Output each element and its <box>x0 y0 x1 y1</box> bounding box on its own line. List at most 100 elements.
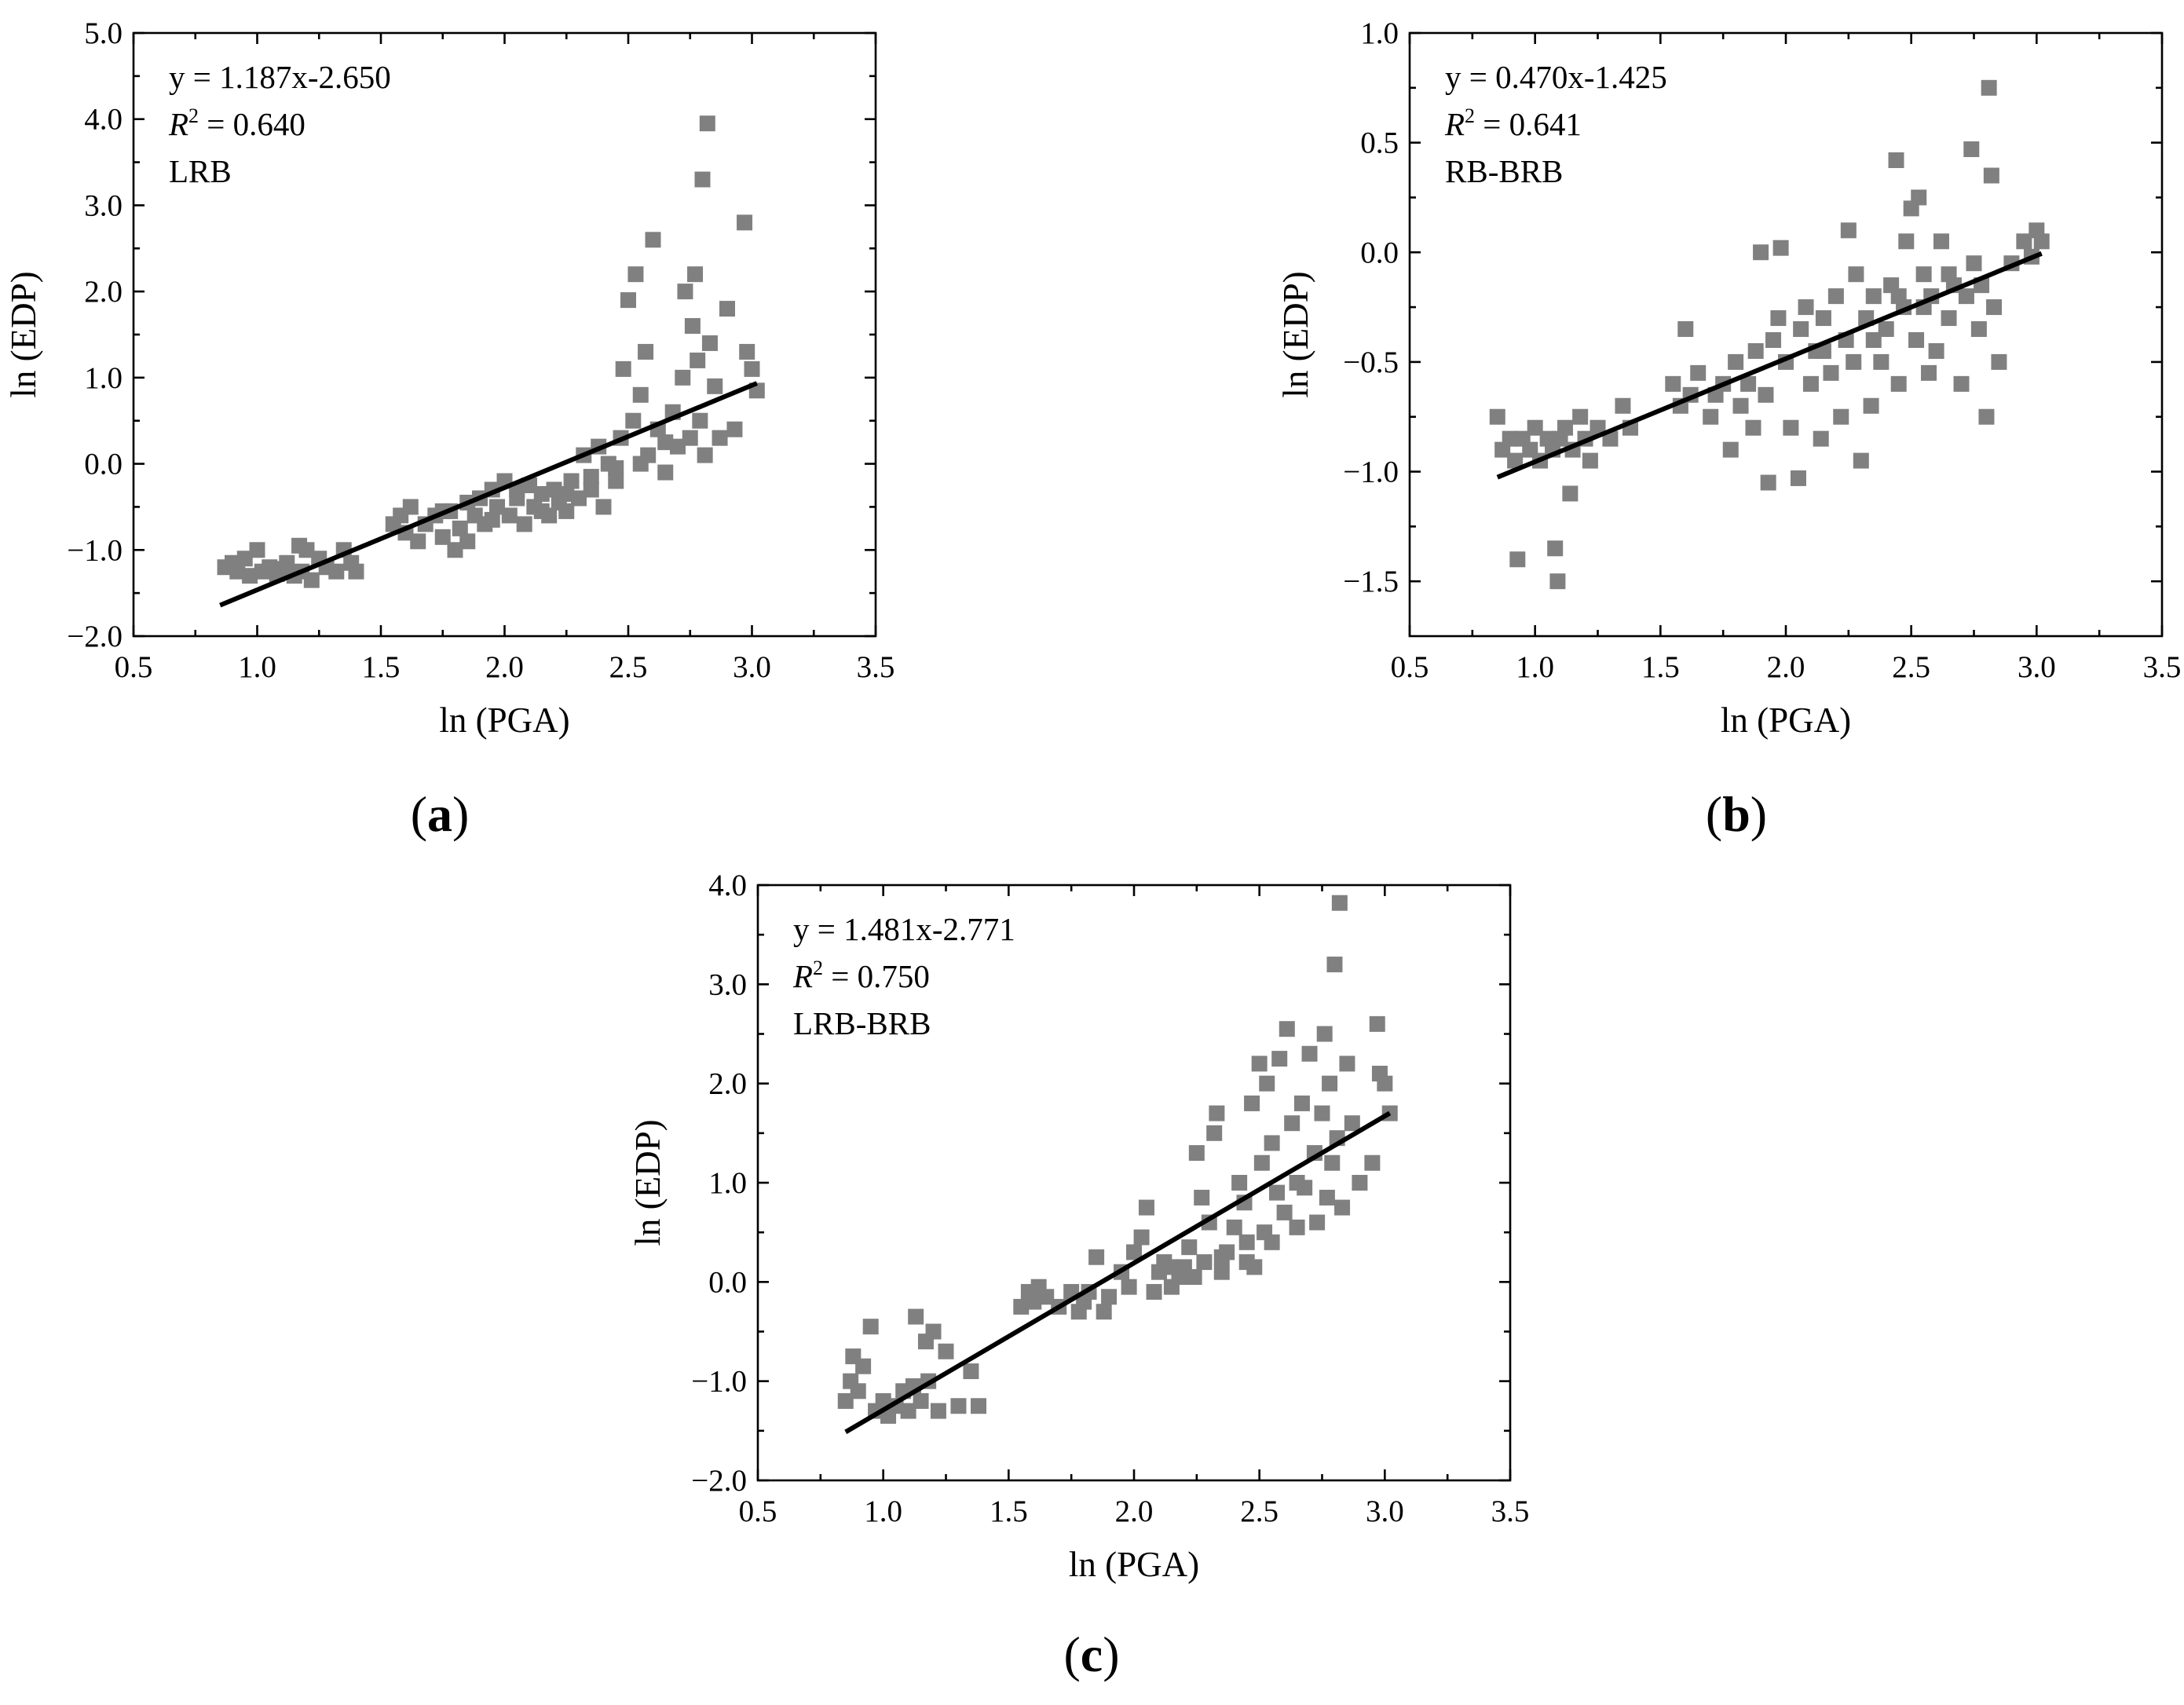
scatter-point <box>682 430 698 446</box>
x-tick-label: 3.0 <box>1366 1495 1404 1528</box>
scatter-point <box>670 438 686 455</box>
scatter-point <box>1527 419 1543 436</box>
scatter-point <box>229 563 246 580</box>
scatter-point <box>1978 408 1995 425</box>
scatter-point <box>1846 353 1862 370</box>
scatter-point <box>563 473 580 489</box>
scatter-point <box>1314 1105 1330 1121</box>
caption-c: (c) <box>1063 1626 1120 1682</box>
scatter-point <box>1364 1154 1381 1171</box>
x-tick-label: 2.0 <box>1767 650 1805 684</box>
scatter-point <box>1908 331 1925 348</box>
scatter-point <box>1728 353 1744 370</box>
scatter-point <box>971 1398 987 1414</box>
scatter-point <box>684 318 701 335</box>
scatter-point <box>925 1323 942 1340</box>
scatter-point <box>1772 240 1789 256</box>
x-axis-label: ln (PGA) <box>439 701 569 740</box>
scatter-point <box>1840 222 1857 239</box>
scatter-point <box>1690 364 1707 381</box>
scatter-point <box>1991 353 2007 370</box>
scatter-point <box>298 542 315 558</box>
y-tick-label: −2.0 <box>67 620 123 653</box>
series-label: LRB <box>169 153 232 189</box>
r-squared-label: R2 = 0.750 <box>792 957 930 994</box>
scatter-point <box>1703 408 1719 425</box>
scatter-point <box>434 529 451 545</box>
x-tick-label: 2.0 <box>485 650 524 684</box>
scatter-point <box>1013 1298 1030 1315</box>
scatter-point <box>615 360 631 377</box>
x-tick-label: 0.5 <box>739 1495 777 1528</box>
scatter-point <box>1865 331 1882 348</box>
scatter-point <box>627 266 644 283</box>
scatter-point <box>1289 1219 1305 1235</box>
x-tick-label: 3.0 <box>733 650 771 684</box>
scatter-point <box>1352 1175 1368 1191</box>
scatter-point <box>1873 353 1890 370</box>
scatter-point <box>1747 342 1764 359</box>
scatter-point <box>1562 485 1579 502</box>
y-tick-label: 1.0 <box>84 361 123 395</box>
scatter-point <box>1890 288 1907 305</box>
scatter-point <box>1783 419 1799 436</box>
r-squared-label: R2 = 0.640 <box>168 104 305 142</box>
chart-b: 0.5 1.0 1.5 2.0 2.5 3.0 3.5 −1.5 −1.0 −0.5 0.0 0.5 1… <box>1276 16 2182 740</box>
scatter-point <box>1813 430 1829 447</box>
scatter-point <box>447 542 463 558</box>
y-tick-label: 0.5 <box>1360 126 1399 160</box>
scatter-point <box>1301 1045 1318 1062</box>
scatter-point <box>1963 141 1980 158</box>
scatter-point <box>1853 452 1869 469</box>
x-tick-label: 3.5 <box>1491 1495 1530 1528</box>
scatter-point <box>1269 1184 1286 1201</box>
scatter-point <box>1264 1135 1280 1151</box>
scatter-point <box>1188 1145 1205 1162</box>
y-tick-label: 3.0 <box>708 968 747 1001</box>
scatter-point <box>737 214 753 231</box>
scatter-point <box>1941 310 1957 327</box>
scatter-point <box>1231 1175 1248 1191</box>
scatter-point <box>1186 1269 1202 1286</box>
y-tick-label: 4.0 <box>708 869 747 902</box>
scatter-point <box>1740 375 1757 392</box>
scatter-point <box>632 456 649 472</box>
panel-c: 0.5 1.0 1.5 2.0 2.5 3.0 3.5 −2.0 −1.0 0.0 1.0 2.0 3.… <box>613 856 1555 1610</box>
scatter-point <box>1753 244 1769 261</box>
scatter-point <box>1582 452 1598 469</box>
scatter-point <box>1334 1199 1351 1216</box>
y-tick-label: −1.0 <box>1343 456 1399 489</box>
scatter-point <box>963 1363 979 1380</box>
scatter-point <box>632 386 649 403</box>
x-tick-label: 1.0 <box>238 650 276 684</box>
scatter-point <box>236 551 253 567</box>
y-tick-label: −2.0 <box>691 1464 747 1498</box>
x-axis-label: ln (PGA) <box>1721 701 1851 740</box>
scatter-point <box>697 447 713 463</box>
scatter-point <box>1324 1154 1341 1171</box>
scatter-point <box>1138 1199 1154 1216</box>
scatter-point <box>694 171 711 188</box>
x-tick-label: 2.5 <box>609 650 648 684</box>
y-tick-label: 2.0 <box>84 275 123 309</box>
scatter-point <box>855 1358 872 1374</box>
x-tick-label: 3.5 <box>2143 650 2182 684</box>
x-axis-label: ln (PGA) <box>1069 1545 1199 1584</box>
scatter-point <box>1793 321 1809 338</box>
scatter-point <box>1890 375 1907 392</box>
scatter-point <box>1238 1254 1255 1271</box>
scatter-point <box>1344 1115 1360 1132</box>
scatter-point <box>1253 1154 1270 1171</box>
scatter-point <box>1863 397 1879 414</box>
scatter-point <box>739 343 755 360</box>
scatter-point <box>1264 1234 1280 1250</box>
scatter-point <box>908 1308 924 1325</box>
scatter-point <box>638 343 654 360</box>
scatter-point <box>1284 1115 1301 1132</box>
y-tick-label: 1.0 <box>708 1166 747 1200</box>
regression-line <box>219 381 758 608</box>
scatter-point <box>1547 540 1564 557</box>
series-label: RB-BRB <box>1445 153 1563 189</box>
scatter-point <box>1572 408 1589 425</box>
scatter-point <box>1297 1180 1313 1196</box>
